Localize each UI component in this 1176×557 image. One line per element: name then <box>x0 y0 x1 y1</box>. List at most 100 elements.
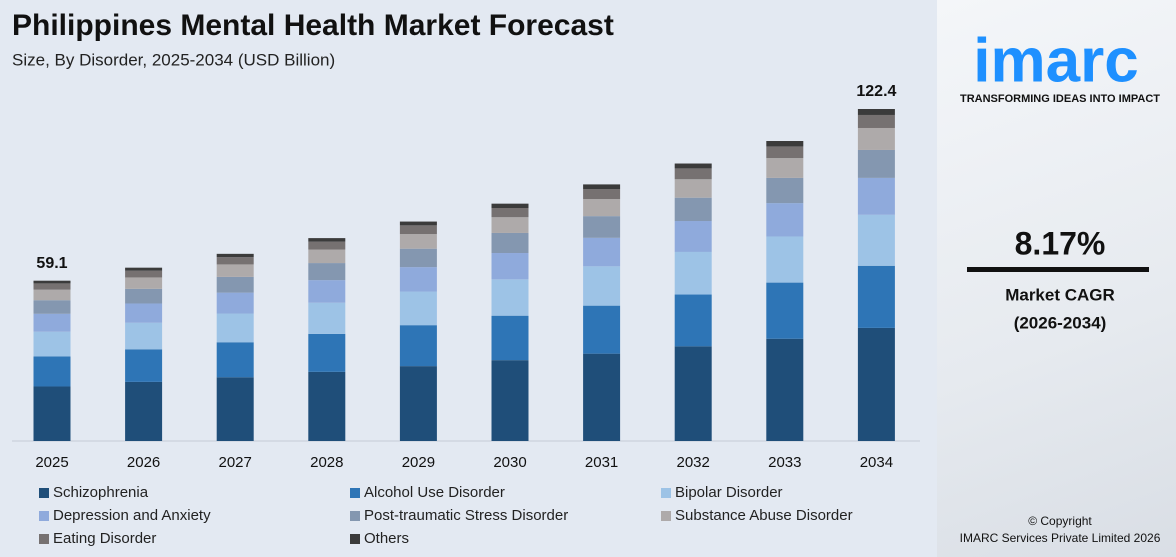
bar-segment <box>216 264 254 277</box>
chart-title: Philippines Mental Health Market Forecas… <box>12 9 614 42</box>
bar-segment <box>583 237 621 267</box>
x-tick-label: 2027 <box>219 454 252 471</box>
legend-swatch <box>661 488 671 498</box>
bar-segment <box>583 216 621 238</box>
bar-segment <box>766 236 804 283</box>
bar-segment <box>674 251 712 295</box>
bar-segment <box>308 241 346 250</box>
legend-label: Alcohol Use Disorder <box>364 484 505 501</box>
bar-segment <box>33 356 71 387</box>
bar-segment <box>216 276 254 293</box>
bar-segment <box>33 289 71 301</box>
bar-segment <box>857 327 895 441</box>
bar-segment <box>583 184 621 190</box>
bar-segment <box>857 214 895 266</box>
bar-segment <box>674 221 712 252</box>
bar-segment <box>216 313 254 343</box>
bar-segment <box>216 377 254 441</box>
bar-segment <box>491 203 529 209</box>
legend-label: Bipolar Disorder <box>675 484 783 501</box>
bar-segment <box>766 282 804 339</box>
bar-segment <box>491 217 529 233</box>
x-tick-label: 2028 <box>310 454 343 471</box>
bar-segment <box>33 331 71 357</box>
bar-segment <box>857 127 895 150</box>
bar-segment <box>766 203 804 237</box>
bar-segment <box>583 305 621 354</box>
bar-segment <box>857 114 895 128</box>
cagr-period: (2026-2034) <box>1014 313 1107 332</box>
chart-subtitle: Size, By Disorder, 2025-2034 (USD Billio… <box>12 50 335 69</box>
bar-segment <box>125 267 163 271</box>
bar-segment <box>583 353 621 441</box>
bar-segment <box>216 292 254 314</box>
logo: imarc <box>973 26 1138 95</box>
bar-segment <box>766 338 804 441</box>
x-tick-label: 2026 <box>127 454 160 471</box>
x-tick-label: 2031 <box>585 454 618 471</box>
bar-segment <box>399 366 437 441</box>
bar-segment <box>308 333 346 372</box>
bar-segment <box>216 342 254 378</box>
bar-segment <box>674 294 712 347</box>
bar-segment <box>674 346 712 441</box>
bar-segment <box>125 322 163 350</box>
bar-segment <box>33 386 71 441</box>
bar-segment <box>216 253 254 258</box>
bar-segment <box>125 270 163 278</box>
sidebar: imarc TRANSFORMING IDEAS INTO IMPACT 8.1… <box>937 0 1176 557</box>
bar-segment <box>399 325 437 367</box>
x-tick-label: 2025 <box>35 454 68 471</box>
bar-segment <box>399 225 437 235</box>
bar-segment <box>583 266 621 306</box>
bar-segment <box>583 189 621 200</box>
bar-segment <box>491 360 529 441</box>
x-tick-label: 2032 <box>677 454 710 471</box>
tagline: TRANSFORMING IDEAS INTO IMPACT <box>960 93 1160 105</box>
legend-swatch <box>350 511 360 521</box>
legend-label: Post-traumatic Stress Disorder <box>364 507 568 524</box>
sidebar-graphic: imarc TRANSFORMING IDEAS INTO IMPACT 8.1… <box>960 26 1161 545</box>
legend-label: Schizophrenia <box>53 484 149 501</box>
bar-segment <box>583 199 621 217</box>
bar-segment <box>308 280 346 303</box>
bar-segment <box>399 221 437 226</box>
legend-label: Substance Abuse Disorder <box>675 507 853 524</box>
bar-segment <box>857 149 895 178</box>
bar-segment <box>674 168 712 180</box>
bar-segment <box>33 283 71 290</box>
divider <box>967 267 1149 272</box>
cagr-value: 8.17% <box>1015 225 1106 261</box>
bar-segment <box>491 279 529 316</box>
bar-segment <box>674 163 712 169</box>
bar-segment <box>308 249 346 264</box>
bar-segment <box>674 179 712 198</box>
bar-segment <box>33 313 71 332</box>
bar-segment <box>766 177 804 204</box>
x-tick-label: 2029 <box>402 454 435 471</box>
legend-swatch <box>39 488 49 498</box>
bar-segment <box>308 302 346 334</box>
chart: Philippines Mental Health Market Forecas… <box>12 9 920 547</box>
bar-segment <box>125 288 163 304</box>
bar-segment <box>491 208 529 218</box>
bar-segment <box>766 158 804 178</box>
bar-segment <box>399 291 437 326</box>
x-tick-label: 2033 <box>768 454 801 471</box>
bar-segment <box>33 300 71 314</box>
company: IMARC Services Private Limited 2026 <box>960 531 1161 545</box>
bar-segment <box>125 349 163 382</box>
legend-label: Eating Disorder <box>53 530 156 547</box>
legend-swatch <box>39 511 49 521</box>
legend-swatch <box>350 534 360 544</box>
bar-segment <box>399 267 437 292</box>
bar-segment <box>766 146 804 159</box>
x-tick-label: 2030 <box>493 454 526 471</box>
bar-segment <box>766 141 804 147</box>
legend-label: Others <box>364 530 409 547</box>
bar-segment <box>491 253 529 280</box>
cagr-label: Market CAGR <box>1005 285 1115 304</box>
bar-segment <box>308 238 346 242</box>
total-label: 122.4 <box>856 83 896 100</box>
